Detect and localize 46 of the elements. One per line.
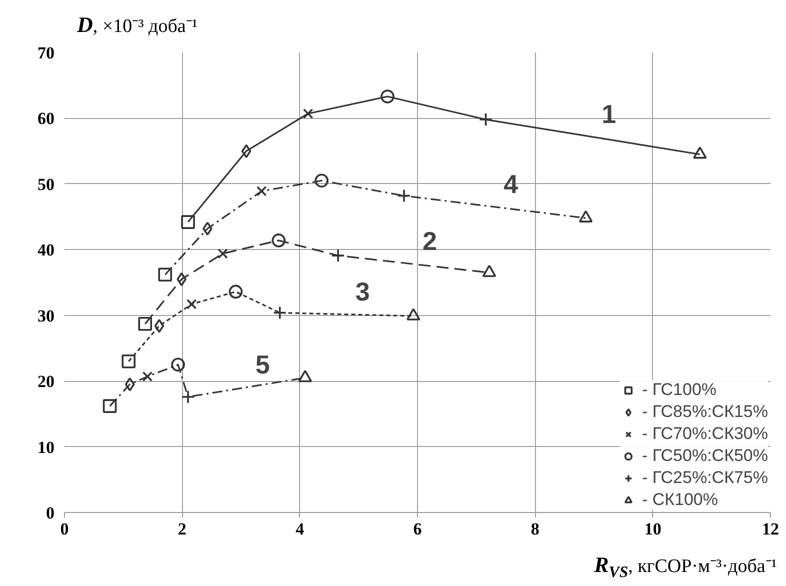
series-label: 2 xyxy=(422,226,437,256)
y-tick-label: 0 xyxy=(46,504,54,522)
y-tick-label: 10 xyxy=(38,438,54,457)
point xyxy=(142,371,153,382)
y-tick-label: 40 xyxy=(38,240,54,260)
point xyxy=(186,299,197,310)
x-tick-label: 12 xyxy=(762,520,779,538)
x-tick-label: 6 xyxy=(413,520,422,538)
point xyxy=(171,358,185,372)
point xyxy=(241,144,252,158)
point xyxy=(102,399,117,413)
legend-label: - СК100% xyxy=(642,490,718,510)
y-tick-label: 20 xyxy=(38,372,54,392)
series-label: 5 xyxy=(255,349,270,380)
point xyxy=(138,317,152,331)
point xyxy=(154,318,164,333)
point xyxy=(218,248,228,259)
x-tick-label: 2 xyxy=(178,520,186,538)
point xyxy=(314,174,328,188)
point xyxy=(228,284,243,299)
y-tick-label: 30 xyxy=(38,306,54,326)
point xyxy=(380,90,394,104)
x-tick-label: 8 xyxy=(530,520,540,538)
legend-label: - ГС50%:СК50% xyxy=(642,446,768,466)
legend-label: - ГС100% xyxy=(642,380,717,400)
series-label: 4 xyxy=(504,168,519,199)
point xyxy=(272,234,286,248)
x-axis-title: R$_{VS}$, кгСОР·м⁻³·доба⁻¹ xyxy=(594,551,777,583)
point xyxy=(124,377,135,392)
point xyxy=(122,354,136,368)
point xyxy=(302,108,314,119)
point xyxy=(256,186,267,196)
legend-label: - ГС25%:СК75% xyxy=(642,468,768,488)
point xyxy=(158,268,172,282)
y-tick-label: 60 xyxy=(38,109,54,128)
x-tick-label: 4 xyxy=(296,520,305,538)
x-tick-label: 10 xyxy=(644,520,662,538)
y-axis-title: D, ×10⁻³ доба⁻¹ xyxy=(77,11,198,39)
series-label: 3 xyxy=(355,276,370,306)
x-tick-label: 0 xyxy=(60,520,69,538)
legend-label: - ГС85%:СК15% xyxy=(642,402,768,422)
legend-label: - ГС70%:СК30% xyxy=(642,424,768,444)
y-tick-label: 50 xyxy=(38,174,54,194)
y-tick-label: 70 xyxy=(38,44,54,62)
point xyxy=(181,215,195,229)
series-label: 1 xyxy=(602,98,616,129)
